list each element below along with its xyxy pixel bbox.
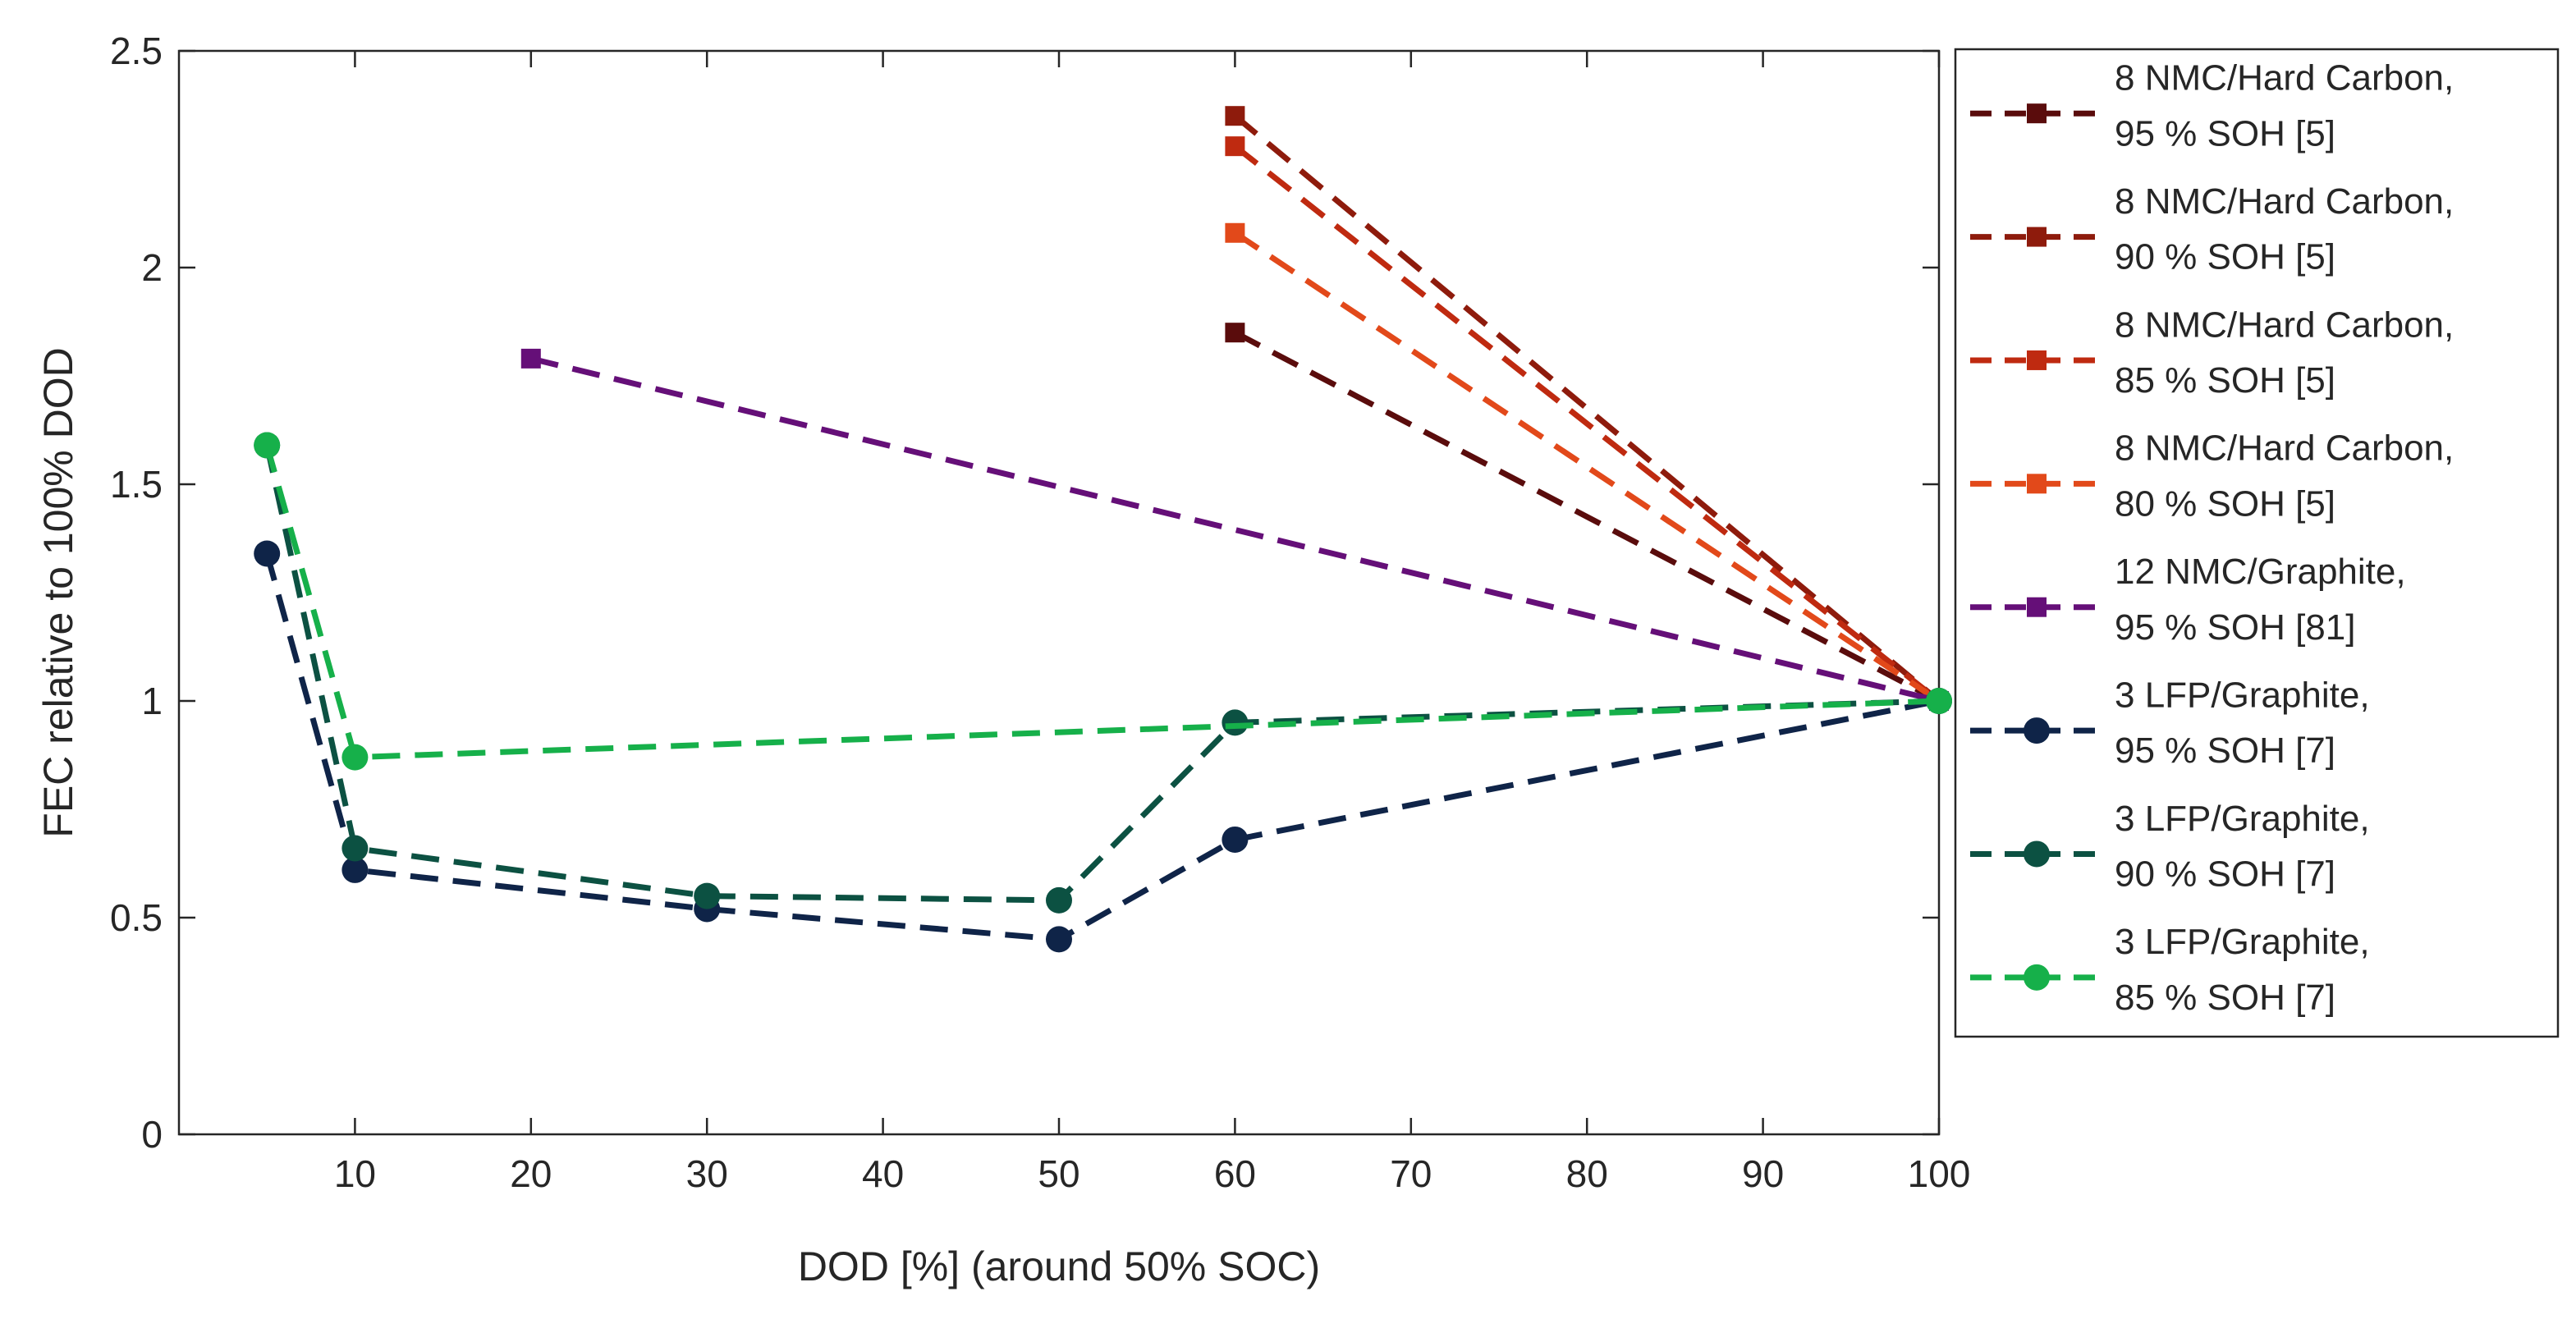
series-2-point [1225,106,1245,126]
x-tick-label: 80 [1566,1152,1608,1195]
legend-marker-3 [2027,350,2047,370]
legend-marker-4 [2027,474,2047,494]
legend-label-line1: 3 LFP/Graphite, [2115,675,2370,715]
series-7-point [1046,886,1072,914]
y-tick-label: 0 [141,1113,163,1156]
series-1-point [1225,323,1245,343]
x-tick-label: 10 [334,1152,376,1195]
x-tick-label: 20 [510,1152,552,1195]
series-8-point [1926,688,1952,714]
y-tick-label: 0.5 [110,896,163,939]
legend-label-line2: 85 % SOH [5] [2115,360,2335,401]
legend-label-line2: 95 % SOH [7] [2115,730,2335,771]
legend-label-line1: 8 NMC/Hard Carbon, [2115,181,2454,222]
series-line-7 [264,444,1940,904]
series-4-point [1225,222,1245,243]
legend-label-line2: 95 % SOH [5] [2115,113,2335,153]
legend-label-line1: 3 LFP/Graphite, [2115,922,2370,962]
series-8-point [341,744,369,771]
legend-marker-1 [2027,103,2047,124]
legend-label-line1: 3 LFP/Graphite, [2115,799,2370,839]
series-6-point [1046,926,1072,953]
y-tick-label: 2 [141,246,163,289]
series-6-point [1222,826,1249,853]
plot-area-frame [177,49,1941,1136]
series-line-6 [264,552,1940,942]
y-tick-label: 2.5 [110,30,163,72]
x-tick-label: 70 [1390,1152,1432,1195]
legend-marker-7 [2024,840,2050,868]
x-tick-label: 90 [1742,1152,1784,1195]
series-line-3 [1233,144,1941,703]
legend-box [1954,48,2560,1038]
series-5-point [520,348,541,369]
x-tick-label: 50 [1038,1152,1079,1195]
x-tick-label: 30 [686,1152,728,1195]
legend-label-line2: 90 % SOH [5] [2115,237,2335,277]
x-axis-label: DOD [%] (around 50% SOC) [798,1243,1320,1289]
y-tick-label: 1.5 [110,463,163,506]
legend-label-line1: 8 NMC/Hard Carbon, [2115,58,2454,98]
legend-marker-8 [2024,964,2050,991]
legend-label-line1: 8 NMC/Hard Carbon, [2115,305,2454,345]
legend-label-line2: 80 % SOH [5] [2115,483,2335,524]
legend-label-line2: 85 % SOH [7] [2115,978,2335,1018]
x-tick-label: 40 [862,1152,904,1195]
series-line-2 [1233,113,1941,703]
legend-label-line2: 90 % SOH [7] [2115,854,2335,895]
legend-label-line2: 95 % SOH [81] [2115,607,2355,648]
legend-marker-2 [2027,227,2047,247]
legend-label-line1: 8 NMC/Hard Carbon, [2115,428,2454,469]
series-7-point [341,835,369,862]
legend-marker-6 [2024,717,2050,744]
y-tick-label: 1 [141,680,163,722]
legend-marker-5 [2027,597,2047,617]
series-6-point [341,856,369,883]
x-tick-label: 100 [1908,1152,1971,1195]
legend-label-line1: 12 NMC/Graphite, [2115,552,2406,592]
series-7-point [1222,709,1249,736]
series-7-point [694,882,721,909]
series-line-4 [1233,230,1941,703]
y-axis-label: FEC relative to 100% DOD [35,347,81,837]
series-8-point [254,432,281,459]
x-tick-label: 60 [1214,1152,1256,1195]
series-line-8 [264,444,1940,761]
series-line-5 [529,355,1940,704]
series-line-1 [1233,330,1941,704]
series-3-point [1225,136,1245,157]
series-6-point [254,540,281,567]
